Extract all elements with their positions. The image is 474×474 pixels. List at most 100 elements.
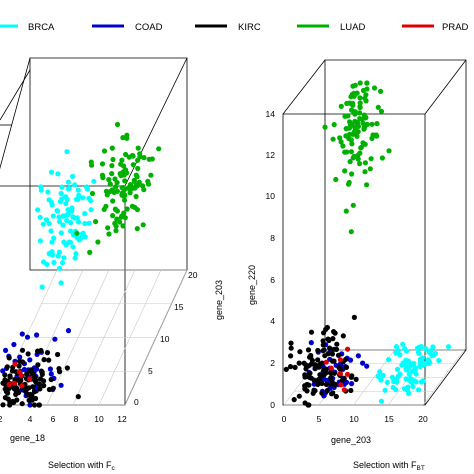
data-point-brca <box>420 378 426 384</box>
data-point-luad <box>141 155 147 161</box>
data-point-luad <box>99 172 106 178</box>
data-point-luad <box>105 225 111 231</box>
right-y-tick-label: 8 <box>270 233 275 243</box>
data-point-kirc <box>35 348 41 354</box>
data-point-luad <box>110 213 116 219</box>
data-point-luad <box>369 121 375 127</box>
left-depth-tick-label: 5 <box>148 366 153 376</box>
data-point-brca <box>400 341 406 347</box>
data-point-luad <box>378 108 385 114</box>
data-point-kirc <box>333 393 339 400</box>
data-point-luad <box>113 184 119 190</box>
data-point-prad <box>6 381 12 387</box>
data-point-brca <box>423 346 429 352</box>
data-point-brca <box>66 185 72 191</box>
data-point-luad <box>354 133 360 139</box>
left-3d-scatter-plot: 4 6 8 10 12 2 0 5 10 15 20 gene_18 gene_… <box>0 57 224 472</box>
data-point-brca <box>48 169 55 175</box>
data-point-kirc <box>0 402 6 408</box>
data-point-luad <box>330 136 336 142</box>
data-point-luad <box>112 176 118 182</box>
data-point-luad <box>135 145 141 151</box>
right-x-tick-label: 10 <box>349 414 359 424</box>
data-point-luad <box>145 178 151 184</box>
data-point-kirc <box>341 376 347 382</box>
data-point-kirc <box>343 364 350 370</box>
legend-label-kirc: KIRC <box>238 22 261 33</box>
data-point-luad <box>344 149 350 155</box>
data-point-luad <box>352 109 358 115</box>
data-point-brca <box>430 344 436 350</box>
data-point-luad <box>109 163 115 169</box>
data-point-kirc <box>321 367 327 373</box>
data-point-coad <box>47 366 54 372</box>
data-point-kirc <box>296 393 302 399</box>
data-point-luad <box>361 124 368 130</box>
data-point-kirc <box>2 372 8 378</box>
data-point-brca <box>65 211 71 217</box>
data-point-coad <box>58 382 64 388</box>
data-point-brca <box>417 356 423 362</box>
data-point-kirc <box>41 357 47 363</box>
data-point-brca <box>82 211 88 217</box>
data-point-luad <box>130 153 136 159</box>
data-point-brca <box>386 357 392 363</box>
data-point-brca <box>397 352 403 358</box>
data-point-kirc <box>10 399 16 405</box>
left-caption-text: Selection with F <box>48 460 112 470</box>
data-point-luad <box>363 114 369 121</box>
data-point-luad <box>340 143 346 149</box>
data-point-coad <box>11 341 17 348</box>
right-plot-box <box>282 59 467 406</box>
data-point-prad <box>328 365 334 371</box>
data-point-luad <box>129 203 135 209</box>
data-point-luad <box>357 100 363 106</box>
right-caption-subscript: BT <box>417 465 425 472</box>
data-point-luad <box>74 230 80 236</box>
data-point-coad <box>308 340 314 346</box>
data-point-kirc <box>16 363 22 369</box>
data-point-luad <box>120 135 126 141</box>
data-point-brca <box>415 349 421 355</box>
data-point-luad <box>130 162 136 168</box>
data-point-kirc <box>321 347 327 353</box>
data-point-luad <box>357 110 363 116</box>
data-point-brca <box>380 372 386 378</box>
left-caption-subscript: c <box>112 465 116 472</box>
data-point-luad <box>118 161 124 167</box>
data-point-coad <box>34 332 40 338</box>
data-point-brca <box>403 364 409 370</box>
data-point-luad <box>118 173 124 179</box>
data-point-brca <box>445 344 452 350</box>
data-point-kirc <box>287 364 294 370</box>
data-point-coad <box>355 353 361 359</box>
data-point-brca <box>395 373 401 379</box>
data-point-kirc <box>340 333 346 339</box>
data-point-brca <box>405 387 411 393</box>
data-point-kirc <box>302 372 308 378</box>
data-point-kirc <box>64 365 70 371</box>
data-point-brca <box>49 249 55 255</box>
data-point-brca <box>416 344 422 350</box>
data-point-brca <box>72 182 78 188</box>
grid-line <box>72 269 136 406</box>
data-point-kirc <box>308 361 314 367</box>
data-point-luad <box>123 151 129 158</box>
data-point-kirc <box>331 358 337 364</box>
data-point-kirc <box>330 336 336 342</box>
data-point-brca <box>56 219 63 225</box>
data-point-coad <box>347 357 354 363</box>
data-point-kirc <box>19 401 25 407</box>
data-point-brca <box>58 280 64 286</box>
data-point-luad <box>124 206 130 212</box>
data-point-brca <box>70 173 76 179</box>
data-point-kirc <box>328 381 334 387</box>
grid-line <box>46 269 110 406</box>
left-depth-tick-label: 15 <box>174 302 184 312</box>
legend-label-coad: COAD <box>135 22 163 33</box>
data-point-kirc <box>291 397 297 403</box>
data-point-kirc <box>305 402 311 408</box>
data-point-coad <box>52 336 58 342</box>
data-point-brca <box>39 284 45 290</box>
data-point-coad <box>0 368 6 374</box>
